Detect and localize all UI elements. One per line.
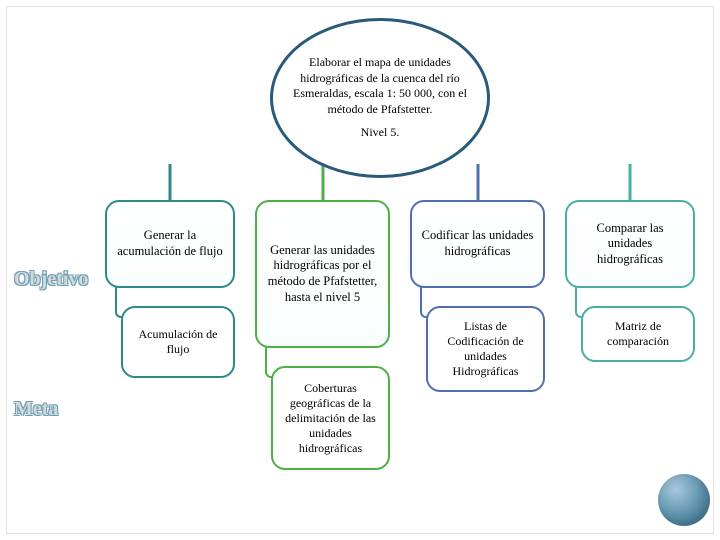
meta-text-0: Acumulación de flujo [131, 327, 225, 357]
column-1: Generar las unidades hidrográficas por e… [255, 200, 390, 470]
label-meta: Meta [14, 398, 58, 421]
objetivo-box-2: Codificar las unidades hidrográficas [410, 200, 545, 288]
root-text: Elaborar el mapa de unidades hidrográfic… [291, 55, 469, 117]
meta-box-3: Matriz de comparación [581, 306, 695, 362]
meta-box-0: Acumulación de flujo [121, 306, 235, 378]
objetivo-box-3: Comparar las unidades hidrográficas [565, 200, 695, 288]
label-objetivo: Objetivo [14, 268, 88, 291]
root-subtitle: Nivel 5. [361, 125, 400, 141]
objetivo-text-1: Generar las unidades hidrográficas por e… [265, 243, 380, 306]
column-3: Comparar las unidades hidrográficas Matr… [565, 200, 695, 470]
meta-text-1: Coberturas geográficas de la delimitació… [281, 381, 380, 456]
objetivo-box-1: Generar las unidades hidrográficas por e… [255, 200, 390, 348]
columns-container: Generar la acumulación de flujo Acumulac… [105, 200, 700, 470]
objetivo-box-0: Generar la acumulación de flujo [105, 200, 235, 288]
root-node: Elaborar el mapa de unidades hidrográfic… [270, 18, 490, 178]
objetivo-text-3: Comparar las unidades hidrográficas [575, 221, 685, 268]
decor-circle [658, 474, 710, 526]
meta-box-2: Listas de Codificación de unidades Hidro… [426, 306, 545, 392]
meta-text-2: Listas de Codificación de unidades Hidro… [436, 319, 535, 379]
meta-text-3: Matriz de comparación [591, 319, 685, 349]
column-2: Codificar las unidades hidrográficas Lis… [410, 200, 545, 470]
meta-box-1: Coberturas geográficas de la delimitació… [271, 366, 390, 470]
objetivo-text-2: Codificar las unidades hidrográficas [420, 228, 535, 259]
column-0: Generar la acumulación de flujo Acumulac… [105, 200, 235, 470]
objetivo-text-0: Generar la acumulación de flujo [115, 228, 225, 259]
